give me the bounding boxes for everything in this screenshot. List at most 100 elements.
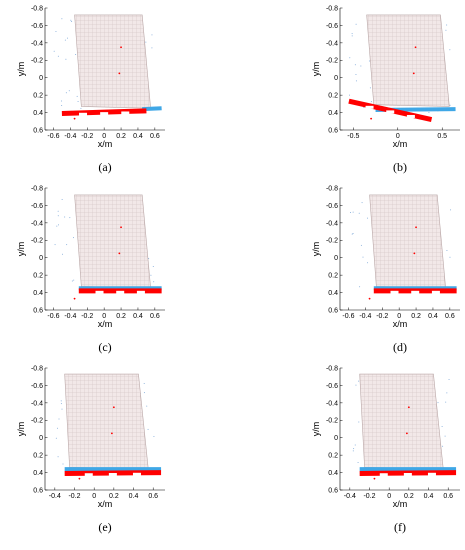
- x-tick-label: -0.2: [81, 313, 93, 320]
- plate-marker: [405, 432, 408, 435]
- x-tick-label: -0.6: [47, 133, 59, 140]
- noise-point: [367, 217, 369, 219]
- noise-point: [352, 450, 354, 452]
- noise-point: [147, 428, 149, 430]
- noise-point: [351, 33, 353, 35]
- pallet-gap: [95, 290, 104, 294]
- y-tick-label: -0.6: [326, 383, 338, 390]
- noise-point: [75, 53, 77, 55]
- y-tick-label: -0.6: [326, 23, 338, 30]
- noise-point: [143, 382, 145, 384]
- noise-point: [354, 64, 356, 66]
- x-axis-label: x/m: [393, 499, 408, 509]
- pallet-gap: [116, 290, 125, 294]
- noise-point: [73, 279, 75, 281]
- noise-point: [367, 262, 369, 264]
- y-tick-label: -0.2: [326, 58, 338, 65]
- y-tick-label: 0.2: [328, 453, 338, 460]
- noise-point: [69, 217, 71, 219]
- noise-point: [355, 73, 357, 75]
- noise-point: [150, 274, 152, 276]
- y-tick-label: 0.4: [328, 290, 338, 297]
- pallet-gap: [406, 114, 415, 118]
- y-tick-label: 0.2: [33, 453, 43, 460]
- debris-point: [368, 297, 371, 300]
- y-tick-label: -0.2: [326, 238, 338, 245]
- panel-c: -0.8 -0.6 -0.4 -0.2 0 0.2 0.4 0.6 -0.6 -0.4 -0.2 0 0…: [16, 185, 165, 354]
- noise-point: [446, 24, 448, 26]
- x-tick-label: -0.4: [64, 133, 76, 140]
- x-tick-label: 0: [396, 133, 400, 140]
- y-tick-label: -0.6: [31, 23, 43, 30]
- y-tick-label: -0.2: [31, 418, 43, 425]
- noise-point: [66, 37, 68, 39]
- noise-point: [152, 265, 154, 267]
- pallet-gap: [431, 290, 440, 294]
- pallet-band: [348, 98, 433, 122]
- noise-point: [355, 23, 357, 25]
- y-tick-label: 0: [39, 75, 43, 82]
- noise-point: [437, 402, 439, 404]
- plate-cloud: [74, 14, 151, 109]
- x-tick-label: -0.6: [342, 313, 354, 320]
- panel-label: (f): [394, 520, 406, 534]
- x-tick-label: 0.2: [109, 493, 119, 500]
- x-tick-label: 0.6: [443, 493, 453, 500]
- plate-marker: [414, 46, 417, 49]
- plate-marker: [118, 252, 121, 255]
- noise-point: [61, 18, 63, 20]
- noise-point: [352, 232, 354, 234]
- plate-marker: [112, 406, 115, 409]
- debris-point: [370, 117, 373, 120]
- y-tick-label: 0.4: [328, 470, 338, 477]
- noise-point: [60, 400, 62, 402]
- y-tick-label: -0.4: [31, 400, 43, 407]
- noise-point: [353, 448, 355, 450]
- noise-point: [363, 106, 365, 108]
- x-axis-label: x/m: [98, 139, 113, 149]
- y-tick-label: -0.2: [31, 238, 43, 245]
- y-tick-label: 0.4: [33, 110, 43, 117]
- x-tick-label: 0.2: [116, 133, 126, 140]
- plate-cloud: [369, 194, 446, 289]
- x-tick-label: 0.6: [148, 493, 158, 500]
- y-tick-label: 0: [39, 255, 43, 262]
- y-tick-label: -0.8: [326, 365, 338, 372]
- pallet-gap: [100, 112, 109, 116]
- noise-point: [449, 49, 451, 51]
- pallet-gap: [136, 290, 145, 294]
- noise-point: [70, 19, 72, 21]
- noise-point: [71, 280, 73, 282]
- y-tick-label: 0.6: [328, 127, 338, 134]
- y-tick-label: -0.6: [326, 203, 338, 210]
- noise-point: [61, 105, 63, 107]
- y-tick-label: -0.8: [326, 185, 338, 192]
- noise-point: [64, 39, 66, 41]
- y-axis-label: y/m: [16, 422, 26, 437]
- x-tick-label: -0.2: [363, 493, 375, 500]
- noise-point: [145, 41, 147, 43]
- x-tick-label: -0.4: [49, 493, 61, 500]
- noise-point: [358, 421, 360, 423]
- noise-point: [357, 461, 359, 463]
- pallet-gap: [108, 473, 117, 477]
- noise-point: [57, 215, 59, 217]
- y-axis-label: y/m: [311, 242, 321, 257]
- y-tick-label: 0: [39, 435, 43, 442]
- y-tick-label: 0.2: [328, 93, 338, 100]
- noise-point: [62, 463, 64, 465]
- noise-point: [57, 224, 59, 226]
- noise-point: [57, 456, 59, 458]
- noise-point: [349, 94, 351, 96]
- panel-a: -0.8 -0.6 -0.4 -0.2 0 0.2 0.4 0.6 -0.6 -0.4 -0.2 0 0…: [16, 5, 165, 174]
- noise-point: [441, 425, 443, 427]
- noise-point: [62, 253, 64, 255]
- y-tick-label: 0.2: [33, 273, 43, 280]
- noise-point: [350, 211, 352, 213]
- panel-f: -0.8 -0.6 -0.4 -0.2 0 0.2 0.4 0.6 -0.4 -0.2 0 0.2 0.…: [311, 365, 460, 534]
- noise-point: [54, 244, 56, 246]
- y-tick-label: -0.6: [31, 383, 43, 390]
- pallet-gap: [379, 473, 388, 477]
- plate-marker: [415, 226, 417, 229]
- y-tick-label: 0.6: [328, 487, 338, 494]
